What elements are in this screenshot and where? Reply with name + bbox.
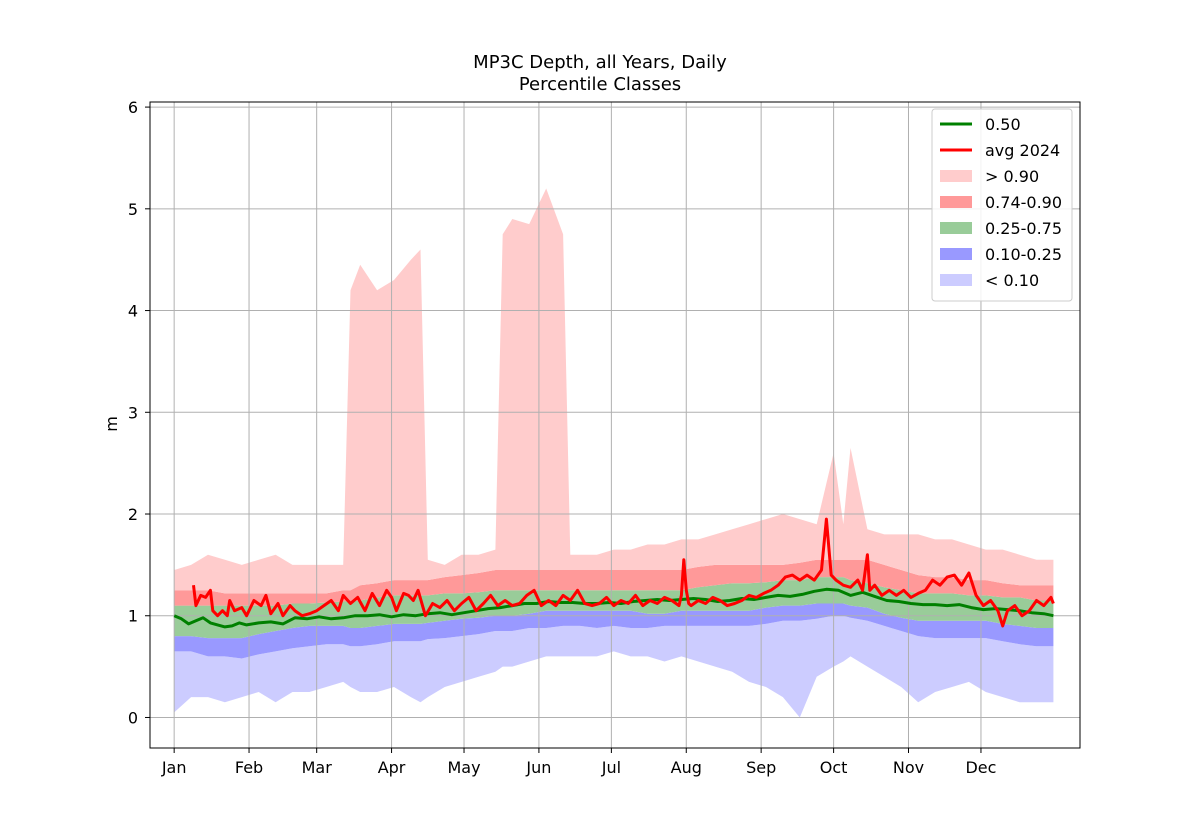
x-tick-label: Apr <box>378 758 406 777</box>
avg-2024-line <box>192 517 1055 628</box>
legend-swatch <box>940 248 972 260</box>
band-gt-0-90 <box>174 188 1054 594</box>
y-tick-label: 2 <box>128 505 138 524</box>
legend-swatch <box>940 170 972 182</box>
legend-label: 0.74-0.90 <box>985 193 1062 212</box>
x-tick-label: Jul <box>601 758 621 777</box>
x-tick-label: May <box>447 758 480 777</box>
legend-label: > 0.90 <box>985 167 1039 186</box>
x-tick-label: Mar <box>302 758 333 777</box>
y-tick-label: 0 <box>128 708 138 727</box>
y-tick-label: 4 <box>128 302 138 321</box>
x-tick-label: Dec <box>965 758 996 777</box>
series-lines <box>173 517 1055 629</box>
legend-label: 0.50 <box>985 115 1021 134</box>
x-tick-label: Sep <box>746 758 776 777</box>
gridlines <box>150 102 1080 748</box>
legend-label: 0.10-0.25 <box>985 245 1062 264</box>
y-tick-label: 5 <box>128 200 138 219</box>
y-tick-label: 3 <box>128 403 138 422</box>
y-tick-label: 6 <box>128 98 138 117</box>
x-tick-label: Jun <box>525 758 551 777</box>
x-tick-label: Jan <box>161 758 187 777</box>
band-0-10-0-25 <box>174 603 1054 659</box>
x-tick-label: Oct <box>820 758 848 777</box>
legend-swatch <box>940 274 972 286</box>
plot-frame <box>149 101 1081 749</box>
chart-subtitle: Percentile Classes <box>518 74 682 95</box>
legend: 0.50 avg 2024 > 0.90 0.74-0.90 0.25-0.75 0.10… <box>931 108 1073 302</box>
y-tick-label: 1 <box>128 607 138 626</box>
legend-label: 0.25-0.75 <box>985 219 1062 238</box>
axes: Jan Feb Mar Apr May Jun Jul Aug Sep Oct Nov Dec 0 1 2 3… <box>128 98 1081 777</box>
x-tick-label: Nov <box>893 758 924 777</box>
y-axis-label: m <box>102 416 121 432</box>
legend-label: avg 2024 <box>985 141 1060 160</box>
legend-swatch <box>940 196 972 208</box>
x-tick-label: Aug <box>671 758 702 777</box>
chart-title: MP3C Depth, all Years, Daily <box>473 52 727 73</box>
median-line <box>173 587 1054 629</box>
legend-label: < 0.10 <box>985 271 1039 290</box>
percentile-bands <box>174 188 1054 718</box>
x-tick-label: Feb <box>235 758 263 777</box>
legend-swatch <box>940 222 972 234</box>
